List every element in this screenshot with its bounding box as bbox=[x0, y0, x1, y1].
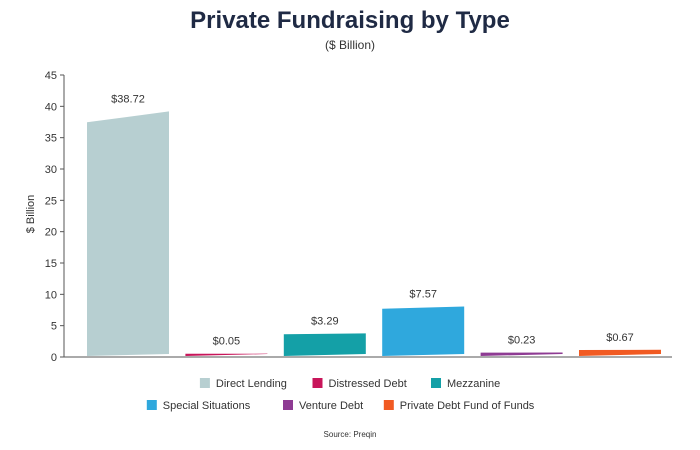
legend-swatch-direct-lending bbox=[199, 378, 210, 388]
bar-special-situations bbox=[382, 306, 465, 356]
y-tick-label: 35 bbox=[45, 133, 57, 145]
bar-distressed-debt bbox=[185, 353, 268, 356]
data-label: $3.29 bbox=[311, 315, 339, 327]
y-tick-label: 45 bbox=[45, 70, 57, 82]
legend-swatch-distressed-debt bbox=[312, 378, 323, 388]
y-ticks: 0 5 10 15 20 25 30 35 40 45 bbox=[45, 70, 64, 364]
legend-label-direct-lending: Direct Lending bbox=[216, 378, 287, 390]
legend-label-private-debt-fund-of-funds: Private Debt Fund of Funds bbox=[400, 400, 535, 412]
y-tick-label: 40 bbox=[45, 101, 57, 113]
y-tick-label: 0 bbox=[51, 352, 57, 364]
legend: Direct Lending Distressed Debt Mezzanine Sp… bbox=[146, 378, 535, 412]
data-label: $0.05 bbox=[213, 336, 241, 348]
bar-direct-lending bbox=[87, 111, 169, 356]
source-note: Source: Preqin bbox=[324, 430, 377, 439]
y-tick-label: 5 bbox=[51, 321, 57, 333]
legend-swatch-special-situations bbox=[146, 400, 157, 410]
legend-label-special-situations: Special Situations bbox=[163, 400, 251, 412]
y-tick-label: 10 bbox=[45, 289, 57, 301]
legend-label-distressed-debt: Distressed Debt bbox=[329, 378, 407, 390]
legend-swatch-venture-debt bbox=[283, 400, 293, 410]
data-label: $38.72 bbox=[111, 93, 145, 105]
data-label: $7.57 bbox=[409, 289, 437, 301]
y-tick-label: 30 bbox=[45, 164, 57, 176]
y-tick-label: 25 bbox=[45, 195, 57, 207]
bar-private-debt-fund-of-funds bbox=[579, 349, 661, 356]
y-axis-label: $ Billion bbox=[25, 195, 37, 234]
bars bbox=[87, 111, 661, 356]
legend-swatch-private-debt-fund-of-funds bbox=[383, 400, 394, 410]
data-label: $0.67 bbox=[606, 332, 634, 344]
bar-mezzanine bbox=[283, 333, 366, 356]
data-label: $0.23 bbox=[508, 335, 536, 347]
y-tick-label: 15 bbox=[45, 258, 57, 270]
legend-label-venture-debt: Venture Debt bbox=[299, 400, 363, 412]
chart-subtitle: ($ Billion) bbox=[325, 38, 375, 52]
data-labels: $38.72 $0.05 $3.29 $7.57 $0.23 $0.67 bbox=[111, 93, 634, 347]
legend-swatch-mezzanine bbox=[431, 378, 441, 388]
legend-label-mezzanine: Mezzanine bbox=[447, 378, 500, 390]
bar-venture-debt bbox=[480, 352, 563, 356]
y-tick-label: 20 bbox=[45, 227, 57, 239]
chart-title: Private Fundraising by Type bbox=[190, 7, 510, 34]
